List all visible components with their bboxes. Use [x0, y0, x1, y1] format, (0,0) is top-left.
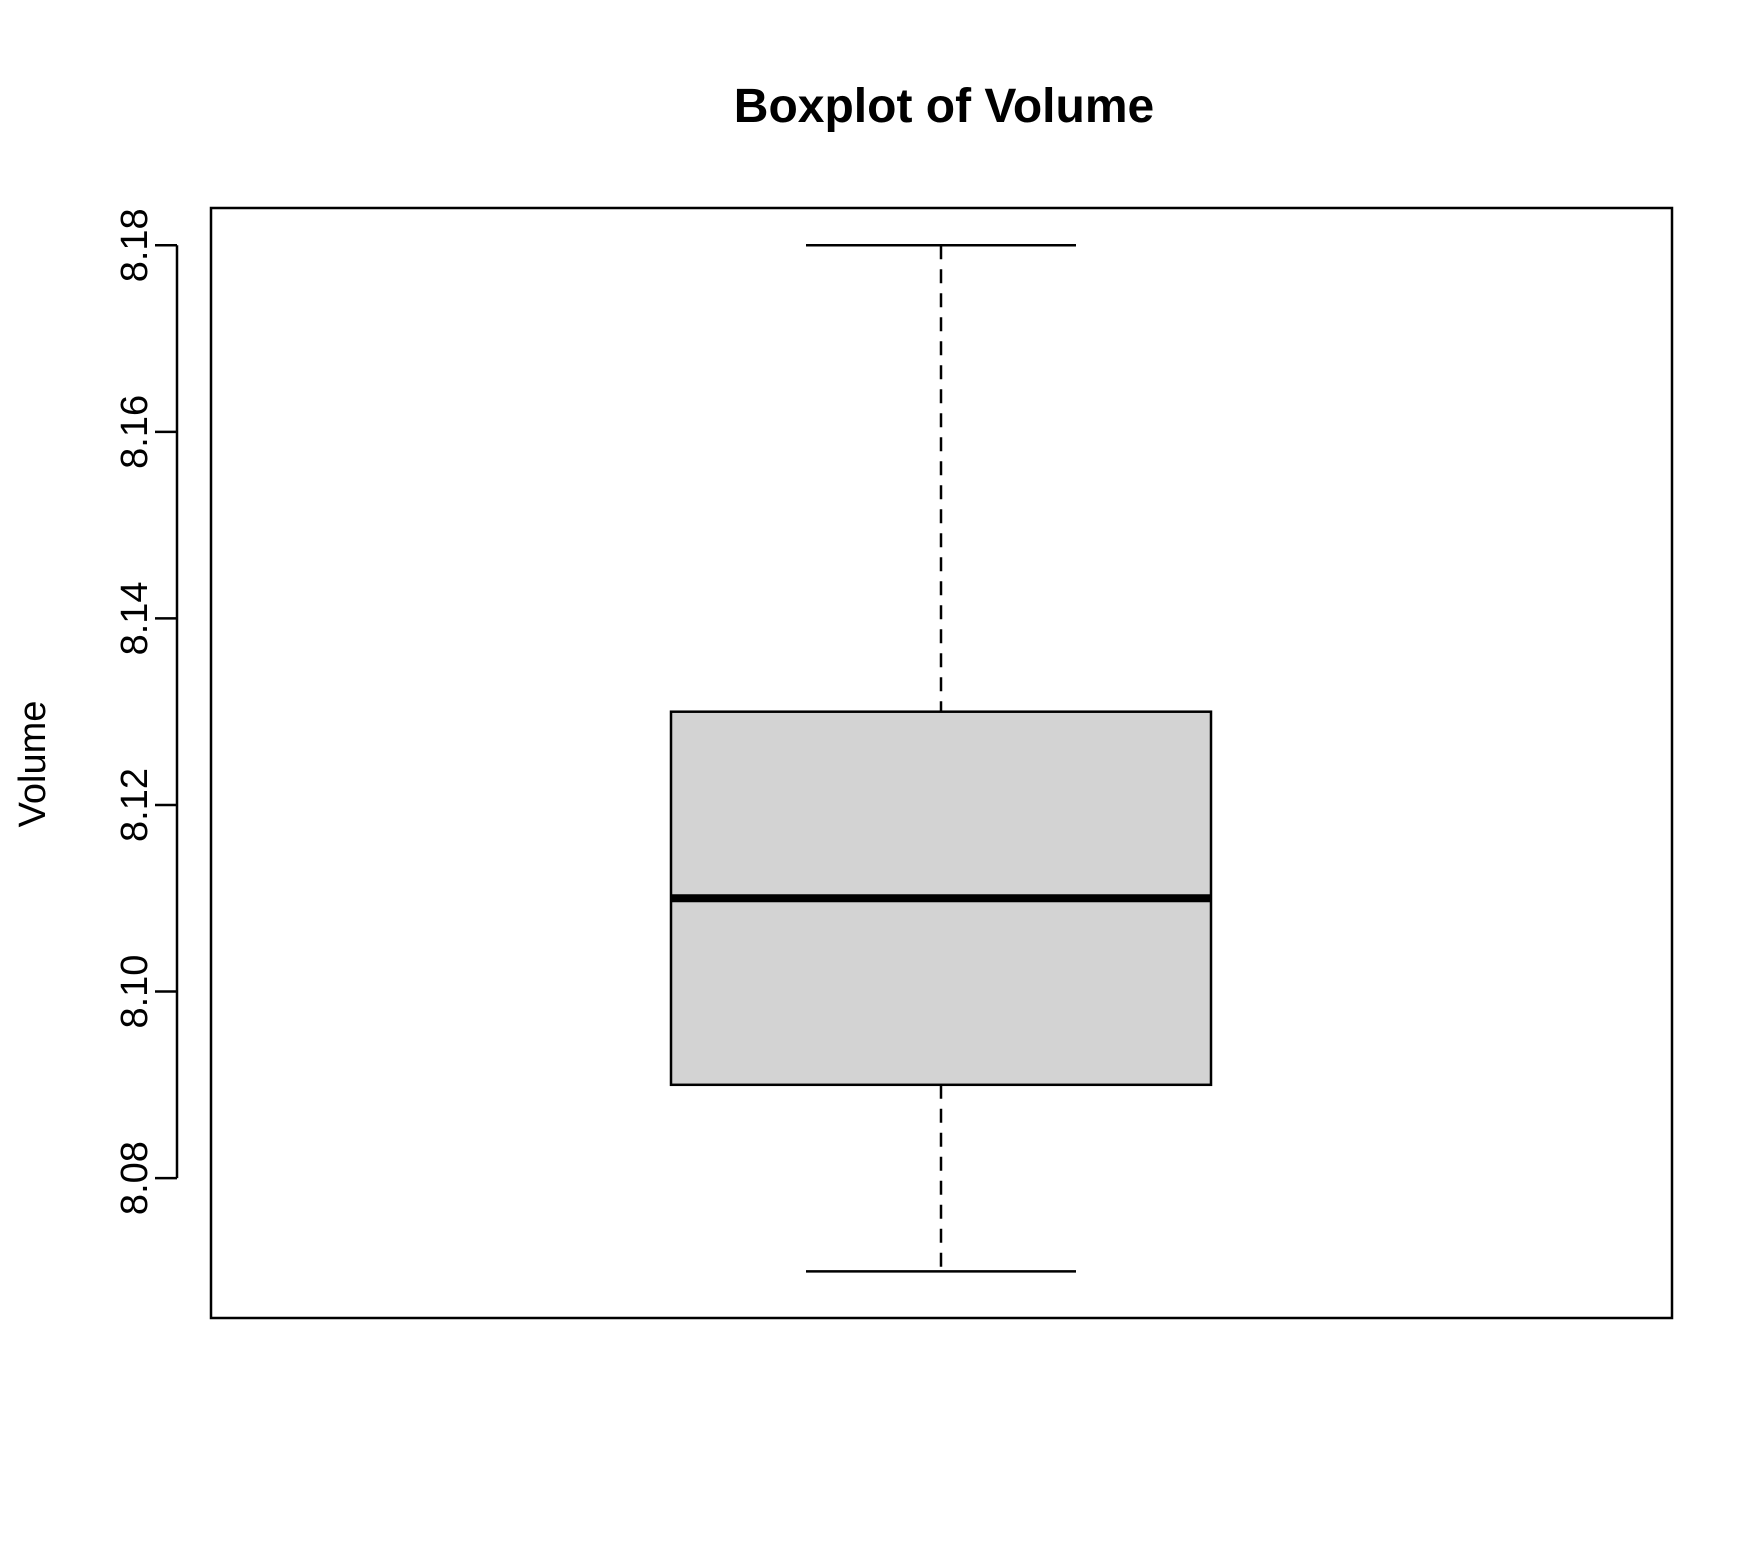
y-tick-label: 8.12 — [114, 768, 156, 842]
y-tick-label: 8.16 — [114, 395, 156, 469]
chart-title: Boxplot of Volume — [734, 80, 1154, 133]
y-axis: 8.08 8.10 8.12 8.14 8.16 8.18 — [114, 208, 179, 1215]
y-tick-label: 8.18 — [114, 208, 156, 282]
y-axis-label: Volume — [12, 701, 54, 828]
box-element — [669, 244, 1213, 1273]
y-tick-label: 8.08 — [114, 1141, 156, 1215]
plot-frame — [209, 206, 1674, 1320]
y-tick-label: 8.14 — [114, 581, 156, 655]
y-tick-label: 8.10 — [114, 955, 156, 1029]
